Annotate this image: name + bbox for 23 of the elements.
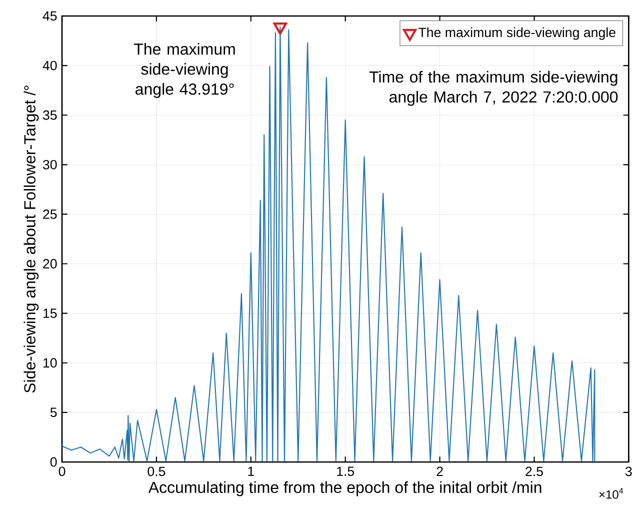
x-tick-label: 2.5 xyxy=(526,466,543,476)
annotation: The maximum side-viewing angle 43.919° xyxy=(134,43,235,98)
annotation: Time of the maximum side-viewing angle March 7, 2022 7:20:0.000 xyxy=(369,70,618,106)
y-tick-label: 0 xyxy=(50,457,57,467)
x-tick-label: 1 xyxy=(248,466,254,476)
x-axis-title: Accumulating time from the epoch of the inital orbit /min xyxy=(148,481,542,496)
y-tick-label: 15 xyxy=(43,308,57,318)
y-tick-label: 30 xyxy=(42,160,57,170)
y-tick-label: 5 xyxy=(50,408,57,418)
y-tick-label: 35 xyxy=(42,110,57,120)
x-tick-label: 3 xyxy=(625,466,632,476)
y-tick-label: 45 xyxy=(42,11,57,21)
legend-label: The maximum side-viewing angle xyxy=(418,27,616,40)
y-tick-label: 20 xyxy=(43,259,57,268)
x-tick-label: 0.5 xyxy=(148,466,166,476)
y-tick-label: 40 xyxy=(42,60,57,70)
y-tick-label: 25 xyxy=(43,209,57,219)
text: ×10$^{4}$ xyxy=(599,488,624,499)
x-tick-label: 0 xyxy=(58,466,66,476)
x-tick-label: 1.5 xyxy=(337,466,354,476)
y-tick-label: 10 xyxy=(43,358,57,368)
x-tick-label: 2 xyxy=(436,466,443,476)
y-axis-title: Side-viewing angle about Follower-Target /° xyxy=(24,86,39,393)
